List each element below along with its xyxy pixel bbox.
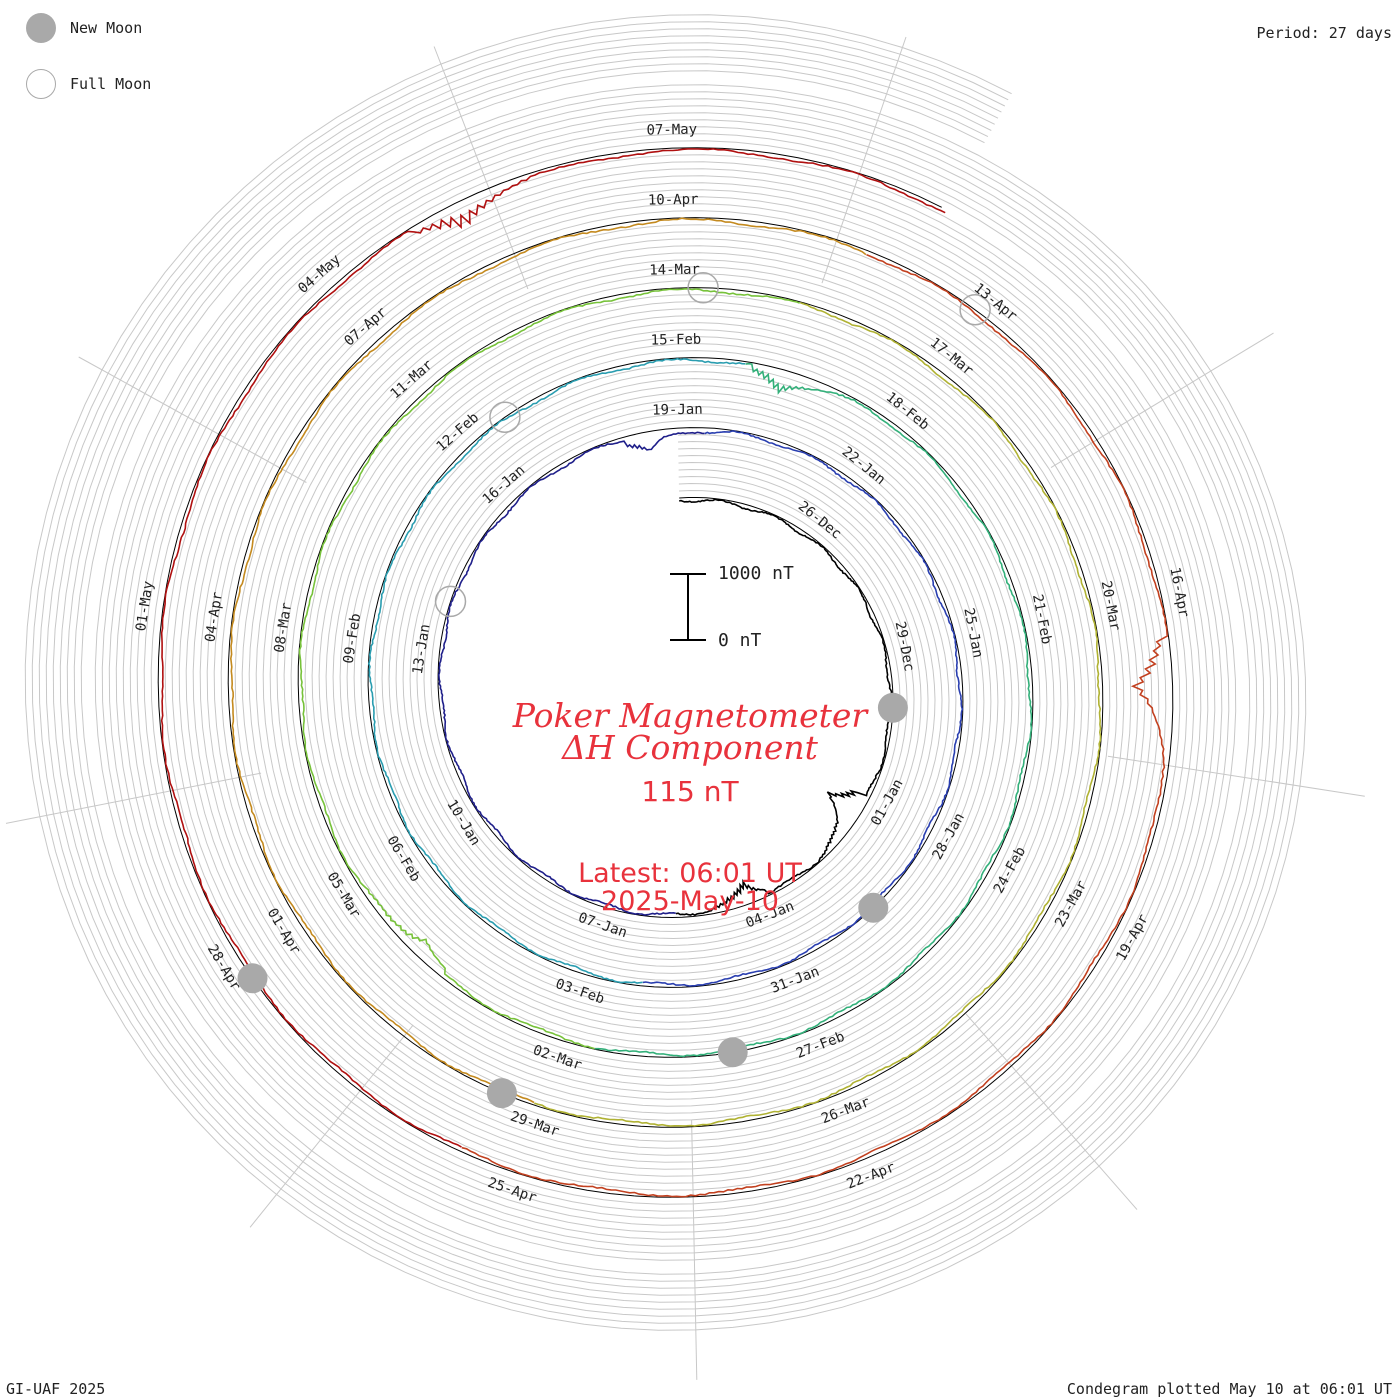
date-label: 14-Mar: [649, 262, 700, 279]
date-label: 21-Feb: [1029, 593, 1054, 646]
date-label: 20-Mar: [1098, 579, 1123, 632]
date-label: 07-May: [646, 122, 697, 139]
date-label: 01-May: [133, 580, 157, 632]
full-moon-marker: [687, 271, 719, 304]
data-series: [160, 148, 1169, 1198]
series-segment-5: [595, 362, 1033, 1058]
legend-new-moon: New Moon: [26, 13, 142, 43]
new-moon-label: New Moon: [70, 19, 143, 37]
spiral-gridline: [73, 63, 1258, 1282]
spiral-gridline: [24, 14, 1307, 1331]
new-moon-marker: [858, 892, 889, 923]
spiral-gridlines: [24, 14, 1307, 1331]
current-value: 115 nT: [440, 775, 940, 808]
chart-title: Poker Magnetometer ΔH Component: [440, 696, 940, 767]
series-segment-2: [437, 431, 705, 916]
series-segment-4: [367, 357, 746, 984]
footer-credit: GI-UAF 2025: [6, 1380, 106, 1398]
date-label: 29-Dec: [892, 620, 917, 673]
spiral-gridline: [31, 21, 1300, 1324]
date-label: 25-Jan: [960, 607, 985, 660]
date-label: 04-Apr: [202, 591, 226, 643]
date-label: 08-Mar: [272, 601, 296, 653]
new-moon-marker: [486, 1078, 517, 1109]
title-line-1: Poker Magnetometer: [512, 696, 868, 735]
new-moon-icon: [26, 13, 56, 43]
latest-line: Latest: 06:01 UT: [578, 858, 802, 889]
full-moon-marker: [489, 401, 521, 433]
date-label: 10-Apr: [648, 192, 699, 209]
date-label: 02-Mar: [531, 1042, 584, 1074]
scale-bottom-label: 0 nT: [718, 630, 762, 651]
series-segment-3: [642, 430, 964, 987]
full-moon-marker: [959, 293, 991, 326]
full-moon-marker: [434, 585, 467, 618]
date-label: 03-Feb: [553, 976, 606, 1008]
date-label: 13-Jan: [410, 623, 434, 675]
date-label: 09-Feb: [341, 612, 365, 664]
spiral-gridline: [52, 42, 1279, 1303]
scale-bar: [670, 573, 706, 641]
period-label: Period: 27 days: [1256, 24, 1392, 42]
new-moon-marker: [877, 692, 908, 723]
new-moon-marker: [717, 1037, 748, 1068]
date-label: 28-Jan: [929, 810, 967, 862]
series-segment-9: [461, 253, 1169, 1198]
full-moon-label: Full Moon: [70, 75, 152, 93]
latest-time: Latest: 06:01 UT 2025-May-10: [440, 860, 940, 916]
full-moon-icon: [26, 69, 56, 99]
spiral-gridline: [80, 70, 1251, 1275]
footer-plot-time: Condegram plotted May 10 at 06:01 UT: [1066, 1380, 1392, 1398]
radial-gridline: [5, 772, 262, 824]
moon-markers: [237, 271, 991, 1109]
spiral-gridline: [38, 28, 1293, 1317]
radial-gridline: [433, 46, 529, 290]
series-segment-6: [298, 288, 800, 1050]
series-segment-1: [675, 498, 894, 917]
new-moon-marker: [237, 963, 268, 994]
date-label: 13-Apr: [971, 280, 1020, 324]
latest-date: 2025-May-10: [601, 886, 779, 917]
radial-gridline: [78, 356, 307, 483]
radial-gridline: [249, 1024, 414, 1228]
date-label: 15-Feb: [651, 332, 702, 349]
current-value-text: 115 nT: [641, 775, 739, 808]
series-segment-7: [534, 302, 1102, 1127]
radial-gridline: [965, 1013, 1138, 1210]
legend-full-moon: Full Moon: [26, 69, 151, 99]
radial-gridlines: [5, 36, 1365, 1380]
radial-gridline: [1050, 332, 1274, 469]
scale-top-label: 1000 nT: [718, 563, 794, 584]
date-label: 18-Feb: [883, 389, 932, 433]
radial-gridline: [691, 1119, 698, 1380]
spiral-gridline: [45, 35, 1286, 1310]
date-label: 19-Jan: [652, 402, 703, 419]
spiral-gridline: [59, 49, 1272, 1296]
date-label: 16-Apr: [1166, 566, 1191, 619]
spiral-gridline: [66, 56, 1265, 1289]
radial-gridline: [1107, 755, 1365, 797]
title-line-2: ΔH Component: [562, 728, 818, 767]
radial-gridline: [821, 36, 907, 284]
series-segment-8: [229, 217, 867, 1104]
date-label: 29-Mar: [508, 1109, 561, 1141]
baseline-spiral: [157, 147, 1174, 1198]
spiral-baseline: [157, 147, 1174, 1198]
